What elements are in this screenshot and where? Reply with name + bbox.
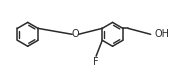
Text: OH: OH xyxy=(155,29,170,39)
Text: F: F xyxy=(93,57,99,67)
Text: O: O xyxy=(72,29,79,39)
